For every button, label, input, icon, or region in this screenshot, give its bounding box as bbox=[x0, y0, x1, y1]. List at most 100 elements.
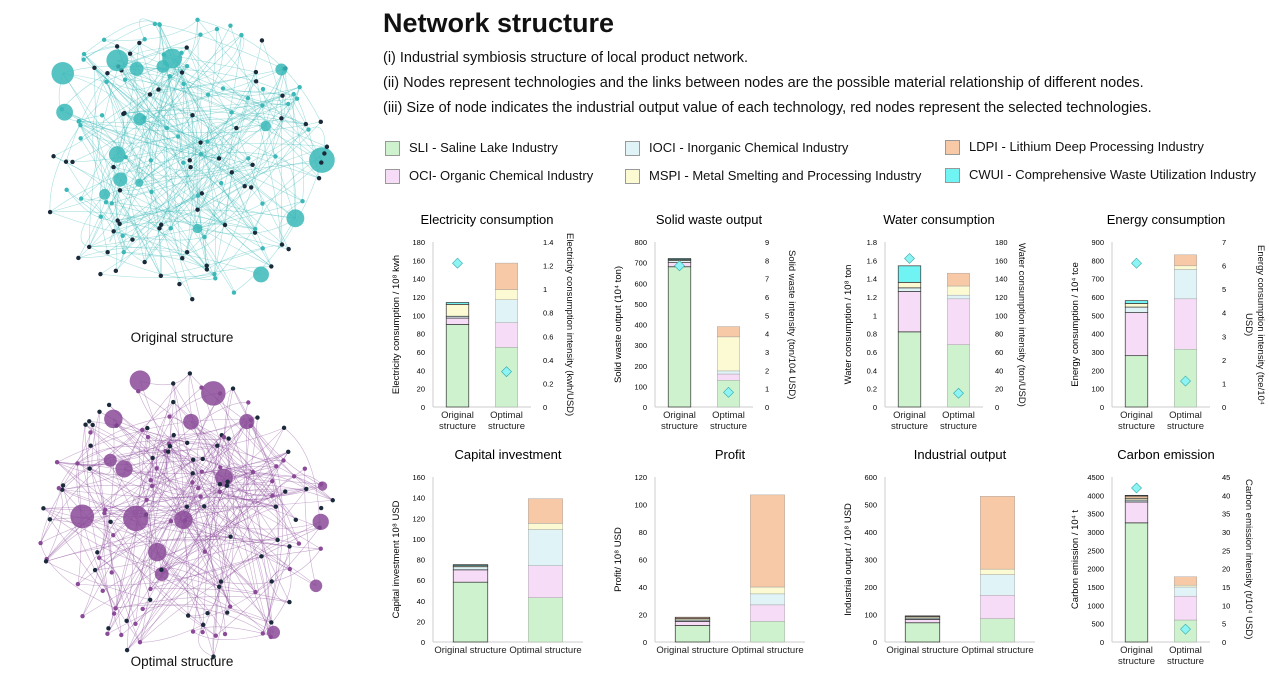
y-tick-label: 2000 bbox=[1087, 565, 1104, 574]
network-node bbox=[43, 559, 49, 564]
network-edge bbox=[80, 125, 183, 259]
chart: Energy consumption 0 100 200 300 400 500 600 700… bbox=[1070, 212, 1266, 432]
y2-tick-label: 5 bbox=[1222, 285, 1226, 294]
network-node bbox=[60, 487, 65, 492]
network-edge bbox=[214, 172, 233, 275]
network-node bbox=[215, 468, 233, 487]
y2-axis-label-box: Electricity consumption intensity (kwh/U… bbox=[564, 233, 575, 416]
network-edge bbox=[98, 485, 153, 558]
network-node bbox=[47, 209, 53, 215]
y2-tick-label: 9 bbox=[765, 238, 769, 247]
legend-label: MSPI - Metal Smelting and Processing Ind… bbox=[649, 168, 922, 183]
network-node bbox=[253, 226, 258, 232]
network-node bbox=[226, 436, 231, 441]
network-node bbox=[309, 147, 335, 173]
network-edge bbox=[255, 546, 291, 593]
network-edge bbox=[197, 159, 323, 229]
network-node bbox=[201, 381, 226, 406]
network-edge bbox=[212, 536, 231, 657]
network-node bbox=[157, 22, 162, 27]
network-edge bbox=[123, 451, 289, 474]
y-tick-label: 40 bbox=[639, 583, 647, 592]
network-edge bbox=[113, 534, 272, 623]
network-edge bbox=[184, 498, 276, 521]
network-node bbox=[104, 409, 123, 429]
network-node bbox=[211, 654, 216, 659]
network-node bbox=[253, 589, 258, 595]
network-edge bbox=[261, 548, 321, 557]
network-edge bbox=[83, 46, 131, 60]
y2-axis-label: Solid waste intensity (ton/104 USD) bbox=[786, 249, 797, 400]
network-node bbox=[147, 92, 153, 97]
network-node bbox=[198, 494, 203, 499]
bar-segment bbox=[495, 289, 518, 300]
network-edge bbox=[281, 69, 304, 202]
category-box: Original structure bbox=[656, 645, 728, 656]
network-edge bbox=[166, 118, 306, 129]
y-tick-label: 200 bbox=[1091, 366, 1104, 375]
network-edge bbox=[231, 172, 263, 204]
network-node bbox=[113, 606, 118, 611]
network-edge bbox=[168, 443, 317, 587]
bar-segment bbox=[1124, 300, 1149, 304]
network-edge bbox=[72, 117, 282, 163]
network-node bbox=[113, 172, 128, 187]
network-edge bbox=[287, 87, 300, 111]
network-edge bbox=[80, 124, 303, 202]
network-node bbox=[114, 44, 120, 49]
network-edge bbox=[85, 424, 203, 460]
network-node bbox=[81, 57, 86, 62]
network-edge bbox=[139, 153, 202, 184]
network-node bbox=[54, 460, 60, 465]
y-tick-label: 20 bbox=[417, 385, 425, 394]
network-node bbox=[78, 136, 83, 141]
network-edge bbox=[221, 435, 297, 521]
y-tick-label: 120 bbox=[634, 473, 647, 482]
y2-axis-label-box: Carbon emission intensity (t/10⁴ USD) bbox=[1243, 479, 1254, 639]
network-edge bbox=[65, 161, 133, 240]
network-edge bbox=[186, 47, 202, 116]
network-node bbox=[187, 158, 192, 163]
network-edge bbox=[158, 71, 257, 90]
network-edge bbox=[139, 103, 289, 120]
network-edge bbox=[139, 42, 183, 259]
y2-tick-label: 45 bbox=[1222, 473, 1230, 482]
chart: Profit 0 20 40 60 80 100 120 Profit/ 10⁸ USD Orig… bbox=[613, 447, 805, 656]
chart-title: Electricity consumption bbox=[421, 212, 554, 227]
bar-segment bbox=[445, 302, 470, 305]
network-node bbox=[200, 456, 205, 462]
network-edge bbox=[126, 402, 249, 651]
network-edge bbox=[159, 24, 226, 226]
network-edge bbox=[72, 34, 242, 163]
network-edge bbox=[62, 72, 253, 165]
network-node bbox=[104, 79, 109, 85]
network-edge bbox=[80, 194, 105, 248]
network-node bbox=[111, 611, 117, 616]
network-edge bbox=[142, 604, 272, 623]
network-edge bbox=[122, 146, 328, 237]
network-node bbox=[253, 79, 259, 84]
network-edge bbox=[219, 491, 321, 549]
network-edge bbox=[94, 67, 201, 143]
network-node bbox=[137, 639, 143, 645]
y-tick-label: 20 bbox=[639, 611, 647, 620]
legend-label: IOCI - Inorganic Chemical Industry bbox=[649, 140, 849, 155]
network-edge bbox=[172, 383, 189, 616]
y2-axis-label-box: Energy consumption intensity (tce/10⁴ US… bbox=[1243, 245, 1266, 405]
network-node bbox=[99, 113, 105, 118]
bar-segment bbox=[528, 498, 563, 524]
network-edge bbox=[57, 461, 320, 528]
bar-segment bbox=[980, 568, 1015, 575]
network-node bbox=[239, 413, 255, 430]
network-node bbox=[318, 119, 323, 125]
bar-segment bbox=[750, 494, 785, 588]
network-node bbox=[216, 156, 222, 161]
network-edge bbox=[157, 551, 231, 607]
network-edge bbox=[227, 481, 272, 623]
bar-segment bbox=[897, 287, 922, 292]
network-edge bbox=[40, 460, 111, 544]
network-edge bbox=[98, 429, 143, 558]
network-edge bbox=[117, 60, 232, 113]
network-edge bbox=[186, 47, 263, 204]
x-tick-label: Optimal structure bbox=[710, 410, 747, 432]
